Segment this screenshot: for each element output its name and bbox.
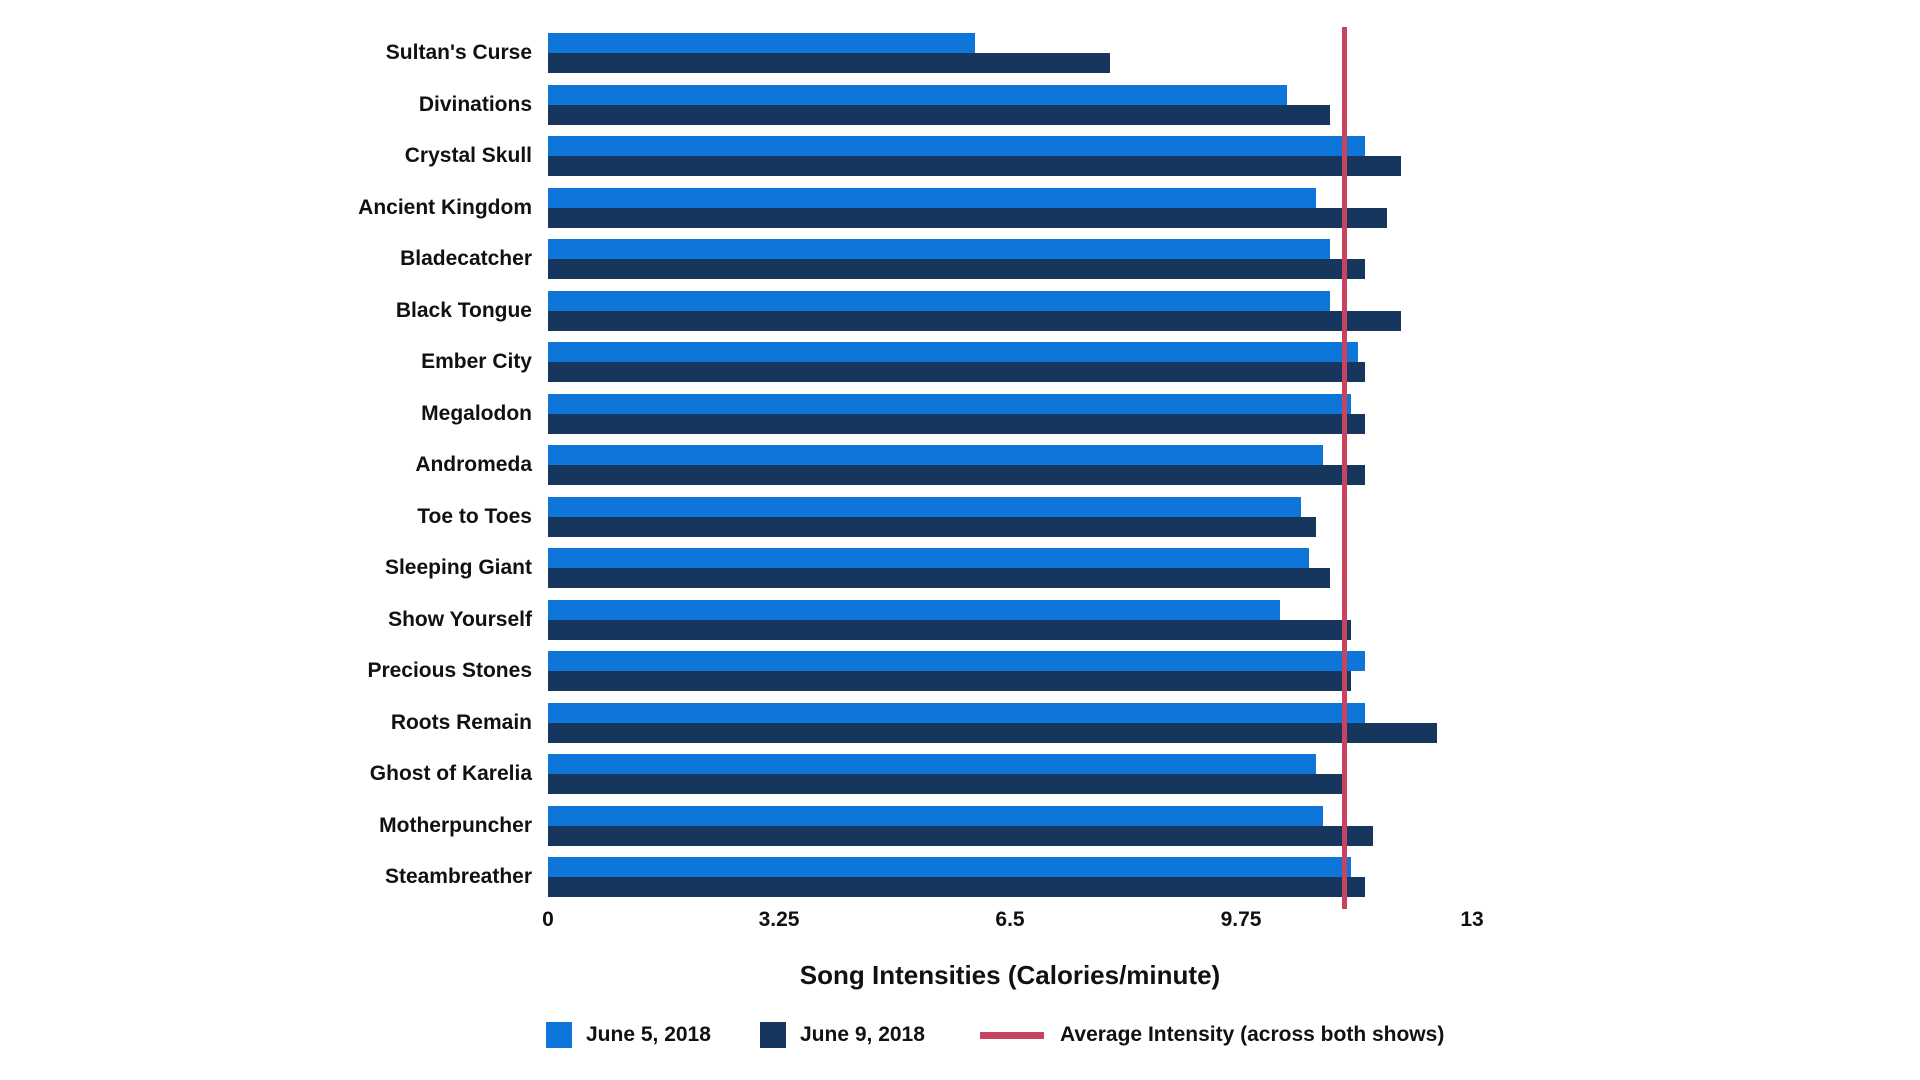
average-intensity-line [1341, 27, 1347, 909]
bar-june5 [548, 187, 1316, 208]
category-label: Bladecatcher [400, 247, 532, 270]
bar-june9 [548, 104, 1330, 125]
bar-june5 [548, 342, 1359, 362]
bar-group [548, 187, 1387, 228]
bar-group [548, 239, 1366, 279]
bar-june9 [548, 156, 1401, 176]
june9-legend-swatch [760, 1022, 786, 1048]
bar-june9 [548, 568, 1330, 588]
category-label: Ancient Kingdom [358, 195, 532, 219]
x-tick-label: 6.5 [995, 908, 1025, 931]
bar-june9 [548, 53, 1110, 73]
x-axis-title: Song Intensities (Calories/minute) [799, 960, 1221, 990]
bar-june9 [548, 516, 1316, 537]
average-line-legend-swatch [980, 1031, 1044, 1039]
bar-june9 [548, 259, 1366, 279]
bar-june5 [548, 496, 1302, 517]
category-label: Roots Remain [390, 710, 532, 734]
bar-group [548, 599, 1352, 640]
bar-june9 [548, 671, 1352, 691]
legend-item-june5: June 5, 2018 [546, 1020, 711, 1050]
bar-group [548, 651, 1366, 691]
bar-june5 [548, 290, 1330, 311]
june9-legend-label: June 9, 2018 [800, 1023, 925, 1046]
bar-group [548, 342, 1366, 382]
bar-group [548, 33, 1110, 73]
bar-june5 [548, 445, 1323, 465]
bar-june5 [548, 754, 1316, 774]
category-label: Precious Stones [367, 659, 532, 682]
x-tick-label: 0 [542, 908, 554, 931]
category-label: Black Tongue [395, 298, 532, 322]
bar-june9 [548, 310, 1401, 331]
bar-group [548, 496, 1316, 537]
bar-june5 [548, 84, 1288, 105]
bar-june5 [548, 857, 1352, 877]
category-label: Sleeping Giant [384, 556, 532, 579]
bar-group [548, 136, 1401, 176]
category-label: Ghost of Karelia [369, 762, 532, 785]
category-label: Divinations [418, 92, 532, 116]
category-label: Crystal Skull [404, 144, 532, 167]
bar-june5 [548, 702, 1366, 723]
bar-june9 [548, 825, 1373, 846]
category-label: Megalodon [421, 401, 532, 425]
bar-june9 [548, 722, 1437, 743]
bar-june5 [548, 239, 1330, 259]
legend-item-average: Average Intensity (across both shows) [980, 1020, 1444, 1050]
june5-legend-swatch [546, 1022, 572, 1048]
bar-june5 [548, 805, 1323, 826]
category-label: Sultan's Curse [385, 41, 532, 64]
bar-june5 [548, 651, 1366, 671]
bar-june9 [548, 207, 1387, 228]
category-label: Toe to Toes [417, 504, 532, 528]
bar-june9 [548, 619, 1352, 640]
bar-group [548, 702, 1437, 743]
category-label: Ember City [421, 350, 532, 373]
legend-item-june9: June 9, 2018 [760, 1020, 925, 1050]
bar-june9 [548, 362, 1366, 382]
category-label: Motherpuncher [379, 813, 532, 837]
bar-june5 [548, 136, 1366, 156]
bar-group [548, 84, 1330, 125]
bar-group [548, 805, 1373, 846]
bar-june9 [548, 465, 1366, 485]
bar-june5 [548, 548, 1309, 568]
bar-june5 [548, 393, 1352, 414]
bar-group [548, 548, 1330, 588]
bar-june5 [548, 33, 975, 53]
x-tick-label: 9.75 [1220, 908, 1262, 931]
x-tick-label: 13 [1460, 908, 1484, 931]
bar-group [548, 445, 1366, 485]
bar-group [548, 393, 1366, 434]
june5-legend-label: June 5, 2018 [586, 1023, 711, 1046]
bar-june9 [548, 877, 1366, 897]
bar-june9 [548, 413, 1366, 434]
category-label: Andromeda [415, 453, 532, 476]
x-tick-label: 3.25 [758, 908, 800, 931]
average-legend-label: Average Intensity (across both shows) [1060, 1023, 1445, 1046]
category-label: Steambreather [384, 865, 532, 888]
category-label: Show Yourself [388, 607, 532, 631]
bar-june5 [548, 599, 1281, 620]
bar-group [548, 290, 1401, 331]
bar-group [548, 857, 1366, 897]
bar-june9 [548, 774, 1345, 794]
bar-group [548, 754, 1345, 794]
